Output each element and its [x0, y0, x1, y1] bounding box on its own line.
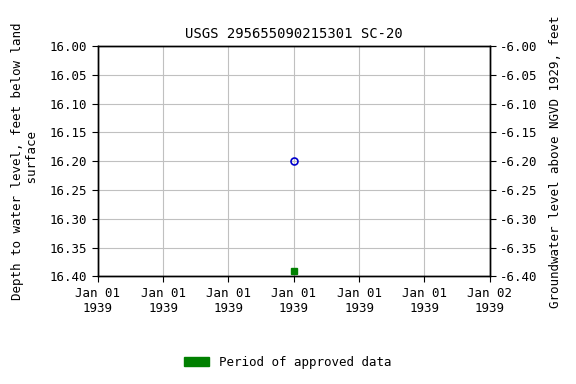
Y-axis label: Depth to water level, feet below land
 surface: Depth to water level, feet below land su…: [11, 23, 39, 300]
Title: USGS 295655090215301 SC-20: USGS 295655090215301 SC-20: [185, 27, 403, 41]
Legend: Period of approved data: Period of approved data: [179, 351, 397, 374]
Y-axis label: Groundwater level above NGVD 1929, feet: Groundwater level above NGVD 1929, feet: [548, 15, 562, 308]
